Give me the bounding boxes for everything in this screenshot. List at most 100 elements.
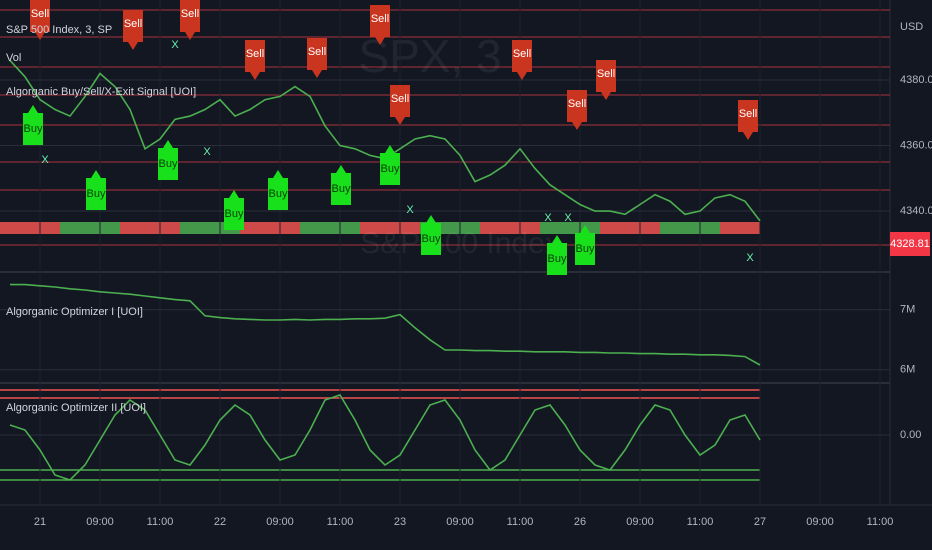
data-line	[9, 394, 761, 481]
buy-box	[547, 243, 567, 275]
buy-box	[421, 223, 441, 255]
exit-marker: X	[564, 212, 572, 224]
x-tick-label: 26	[574, 516, 586, 528]
sell-box	[512, 40, 532, 72]
signal-band	[700, 222, 720, 234]
x-tick-label: 11:00	[327, 516, 354, 528]
exit-marker: X	[171, 39, 179, 51]
buy-box	[86, 178, 106, 210]
signal-band	[260, 222, 280, 234]
signal-band	[80, 222, 100, 234]
signal-band	[460, 222, 480, 234]
y-tick-label: 4380.00	[900, 74, 932, 86]
buy-pointer	[580, 225, 590, 233]
y-tick-label: 4360.00	[900, 139, 932, 151]
volume-label: Vol	[6, 52, 21, 64]
sell-box	[245, 40, 265, 72]
last-price-badge	[890, 232, 930, 256]
sell-pointer	[128, 42, 138, 50]
buy-pointer	[229, 190, 239, 198]
sell-label: Sell	[568, 98, 586, 110]
buy-pointer	[91, 170, 101, 178]
signal-band	[140, 222, 160, 234]
sell-label: Sell	[597, 68, 615, 80]
buy-label: Buy	[269, 188, 288, 200]
signal-band	[240, 222, 260, 234]
sell-label: Sell	[124, 18, 142, 30]
x-tick-label: 11:00	[687, 516, 714, 528]
signal-band	[720, 222, 740, 234]
buy-box	[268, 178, 288, 210]
x-tick-label: 11:00	[867, 516, 894, 528]
sell-label: Sell	[371, 13, 389, 25]
buy-box	[23, 113, 43, 145]
signal-band	[280, 222, 300, 234]
buy-box	[380, 153, 400, 185]
sell-box	[370, 5, 390, 37]
y-tick-label: 6M	[900, 364, 915, 376]
symbol-title: S&P 500 Index, 3, SP	[6, 24, 112, 36]
sell-pointer	[743, 132, 753, 140]
sell-label: Sell	[513, 48, 531, 60]
buy-label: Buy	[24, 123, 43, 135]
sell-label: Sell	[308, 46, 326, 58]
signal-band	[660, 222, 680, 234]
buy-pointer	[336, 165, 346, 173]
signal-band	[620, 222, 640, 234]
signal-band	[180, 222, 200, 234]
sell-label: Sell	[391, 93, 409, 105]
y-tick-label: 7M	[900, 304, 915, 316]
buy-pointer	[426, 215, 436, 223]
sell-pointer	[601, 92, 611, 100]
sell-pointer	[395, 117, 405, 125]
sell-pointer	[35, 32, 45, 40]
sell-label: Sell	[739, 108, 757, 120]
sell-box	[567, 90, 587, 122]
y-tick-label: 0.00	[900, 429, 921, 441]
signal-band	[100, 222, 120, 234]
sell-box	[307, 38, 327, 70]
buy-box	[224, 198, 244, 230]
buy-label: Buy	[225, 208, 244, 220]
signal-band	[640, 222, 660, 234]
signal-band	[680, 222, 700, 234]
sell-box	[30, 0, 50, 32]
sell-box	[596, 60, 616, 92]
x-tick-label: 21	[34, 516, 46, 528]
sell-pointer	[312, 70, 322, 78]
exit-marker: X	[406, 204, 414, 216]
last-price: 4328.81	[890, 238, 930, 250]
signal-band	[380, 222, 400, 234]
sell-pointer	[375, 37, 385, 45]
x-tick-label: 27	[754, 516, 766, 528]
sell-pointer	[572, 122, 582, 130]
sell-pointer	[185, 32, 195, 40]
buy-label: Buy	[332, 183, 351, 195]
signal-band	[400, 222, 420, 234]
exit-marker: X	[41, 154, 49, 166]
indicator-label: Algorganic Optimizer I [UOI]	[6, 306, 143, 318]
signal-band	[320, 222, 340, 234]
sell-label: Sell	[181, 8, 199, 20]
signal-band	[600, 222, 620, 234]
x-tick-label: 11:00	[147, 516, 174, 528]
buy-label: Buy	[576, 243, 595, 255]
buy-label: Buy	[381, 163, 400, 175]
buy-box	[331, 173, 351, 205]
sell-label: Sell	[31, 8, 49, 20]
signal-band	[440, 222, 460, 234]
buy-label: Buy	[159, 158, 178, 170]
buy-label: Buy	[548, 253, 567, 265]
x-tick-label: 09:00	[806, 516, 834, 528]
signal-band	[540, 222, 560, 234]
sell-pointer	[517, 72, 527, 80]
signal-band	[300, 222, 320, 234]
x-tick-label: 09:00	[626, 516, 654, 528]
x-tick-label: 23	[394, 516, 406, 528]
signal-band	[340, 222, 360, 234]
x-tick-label: 09:00	[266, 516, 294, 528]
y-tick-label: 4340.00	[900, 205, 932, 217]
